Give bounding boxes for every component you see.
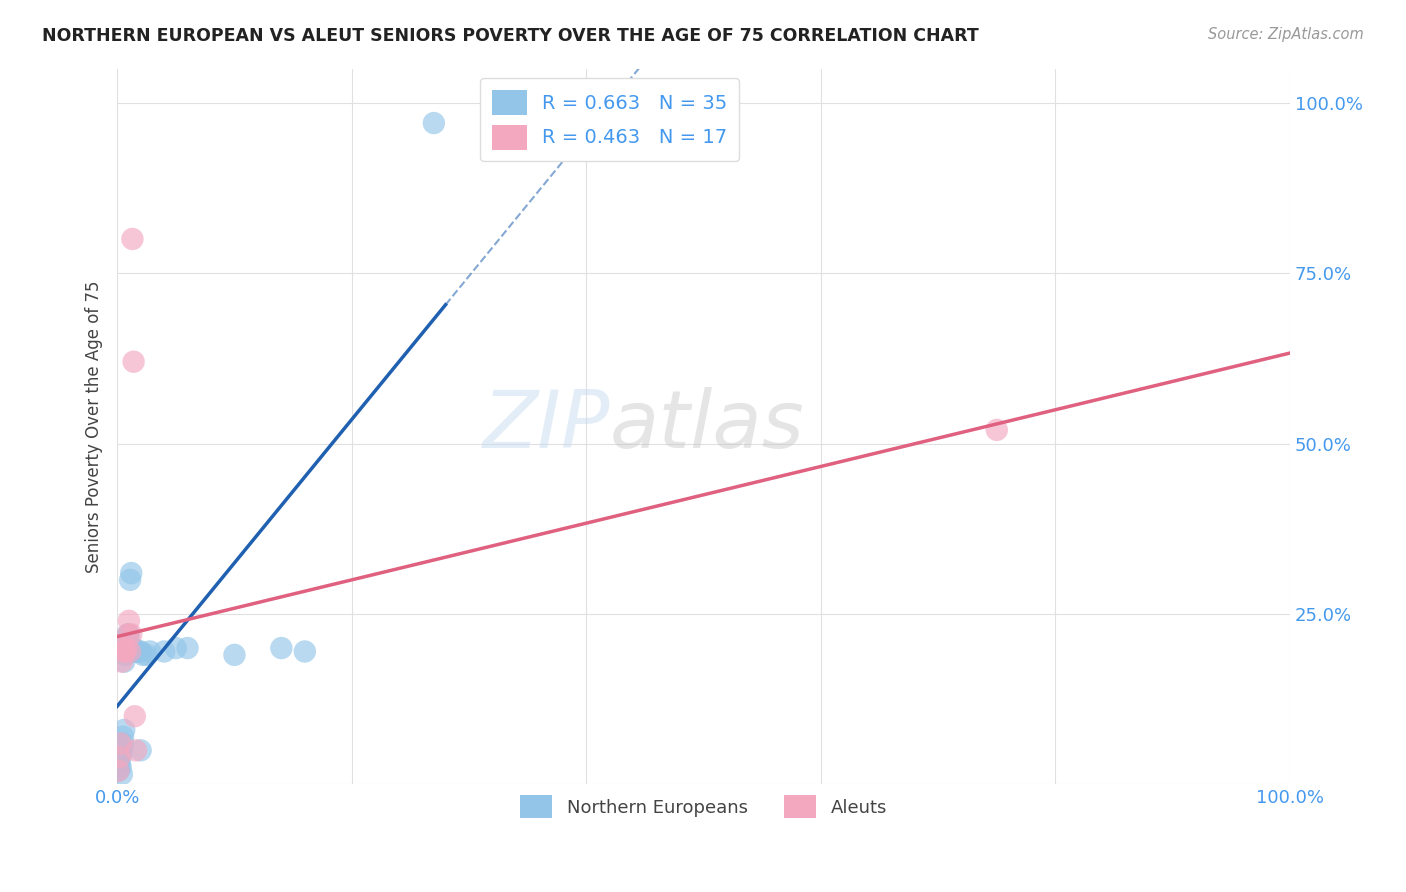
Point [125, 644, 148, 658]
Point [124, 709, 146, 723]
Point [110, 750, 132, 764]
Point [122, 354, 145, 368]
Point [110, 737, 132, 751]
Point [986, 423, 1008, 437]
Point [224, 648, 246, 662]
Point [117, 627, 139, 641]
Point [110, 760, 132, 774]
Point [118, 627, 141, 641]
Text: NORTHERN EUROPEAN VS ALEUT SENIORS POVERTY OVER THE AGE OF 75 CORRELATION CHART: NORTHERN EUROPEAN VS ALEUT SENIORS POVER… [42, 27, 979, 45]
Point [112, 644, 135, 658]
Point [114, 644, 136, 658]
Point [294, 644, 316, 658]
Point [129, 743, 152, 757]
Point [117, 634, 139, 648]
Point [176, 641, 198, 656]
Point [132, 648, 155, 662]
Point [120, 644, 142, 658]
Point [129, 644, 152, 658]
Point [107, 764, 129, 778]
Point [114, 648, 136, 662]
Point [120, 573, 142, 587]
Point [112, 641, 135, 656]
Point [165, 641, 187, 656]
Point [112, 655, 135, 669]
Point [114, 641, 136, 656]
Point [115, 641, 138, 656]
Legend: Northern Europeans, Aleuts: Northern Europeans, Aleuts [513, 788, 894, 825]
Point [423, 116, 446, 130]
Point [111, 655, 134, 669]
Text: atlas: atlas [610, 387, 804, 466]
Point [127, 644, 149, 658]
Point [115, 641, 138, 656]
Point [122, 641, 145, 656]
Point [124, 644, 146, 658]
Text: ZIP: ZIP [482, 387, 610, 466]
Point [108, 756, 131, 771]
Point [112, 737, 135, 751]
Point [153, 644, 176, 658]
Point [108, 750, 131, 764]
Y-axis label: Seniors Poverty Over the Age of 75: Seniors Poverty Over the Age of 75 [86, 280, 103, 573]
Point [111, 743, 134, 757]
Point [139, 644, 162, 658]
Text: Source: ZipAtlas.com: Source: ZipAtlas.com [1208, 27, 1364, 42]
Point [107, 764, 129, 778]
Point [135, 648, 157, 662]
Point [120, 566, 142, 580]
Point [112, 730, 135, 744]
Point [270, 641, 292, 656]
Point [111, 767, 134, 781]
Point [125, 743, 148, 757]
Point [121, 641, 143, 656]
Point [118, 614, 141, 628]
Point [112, 723, 135, 737]
Point [117, 627, 139, 641]
Point [121, 232, 143, 246]
Point [120, 627, 142, 641]
